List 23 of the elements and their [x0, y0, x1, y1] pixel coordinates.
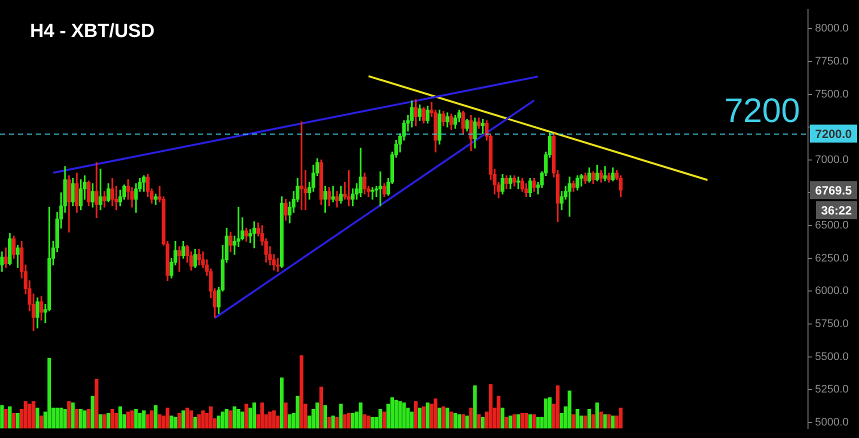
- y-tick-label: 7750.0: [815, 55, 849, 68]
- candlestick: [98, 168, 102, 210]
- y-tick-label: 5250.0: [815, 384, 849, 396]
- text: 36:22: [821, 203, 852, 218]
- y-tick-label: 6000.0: [815, 285, 849, 298]
- y-tick-label: 6500.0: [815, 220, 849, 232]
- y-tick-label: 7500.0: [815, 88, 849, 100]
- candlestick: [300, 122, 304, 210]
- y-tick-label: 5000.0: [815, 416, 849, 429]
- y-tick-label: 7000.0: [815, 154, 849, 166]
- y-tick-label: 8000.0: [815, 22, 849, 35]
- candlestick: [603, 166, 607, 182]
- candlestick: [331, 186, 335, 202]
- text: 6769.5: [815, 183, 852, 198]
- candlestick: [568, 176, 572, 217]
- candlestick: [94, 162, 98, 218]
- candlestick: [370, 187, 374, 200]
- text: H4 - XBT/USD: [30, 21, 155, 42]
- y-tick-label: 5750.0: [815, 318, 849, 330]
- ref-line-label: 7200: [724, 92, 800, 130]
- y-tick-label: 6250.0: [815, 252, 849, 264]
- text: 7200.0: [815, 126, 852, 141]
- y-tick-label: 5500.0: [815, 350, 849, 363]
